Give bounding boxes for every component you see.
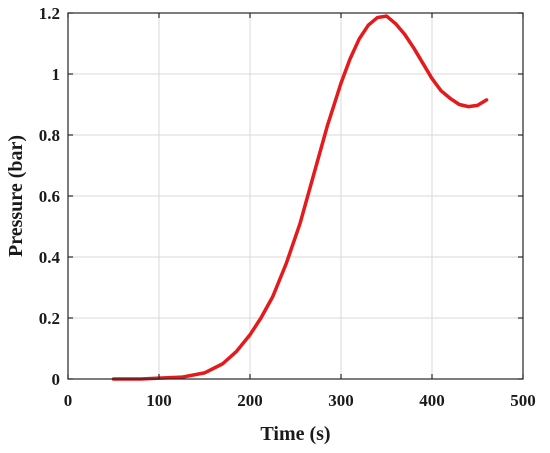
y-tick-label: 0.6 xyxy=(39,187,60,206)
x-tick-label: 400 xyxy=(419,391,445,410)
x-tick-label: 300 xyxy=(328,391,354,410)
grid-lines xyxy=(68,13,523,379)
axis-ticks xyxy=(67,12,524,380)
x-tick-label: 500 xyxy=(510,391,536,410)
y-tick-label: 0.8 xyxy=(39,126,60,145)
x-tick-label: 0 xyxy=(64,391,73,410)
y-tick-labels: 0 0.2 0.4 0.6 0.8 1 1.2 xyxy=(39,4,61,389)
x-tick-labels: 0 100 200 300 400 500 xyxy=(64,391,536,410)
y-tick-label: 1.2 xyxy=(39,4,60,23)
y-tick-label: 0.4 xyxy=(39,248,61,267)
x-tick-label: 200 xyxy=(237,391,263,410)
y-tick-label: 0.2 xyxy=(39,309,60,328)
y-tick-label: 1 xyxy=(52,65,61,84)
x-axis-title: Time (s) xyxy=(260,423,330,445)
y-tick-label: 0 xyxy=(52,370,61,389)
series-line-0 xyxy=(111,14,489,381)
series-group xyxy=(111,14,489,381)
y-axis-title: Pressure (bar) xyxy=(5,135,27,257)
x-tick-label: 100 xyxy=(146,391,172,410)
